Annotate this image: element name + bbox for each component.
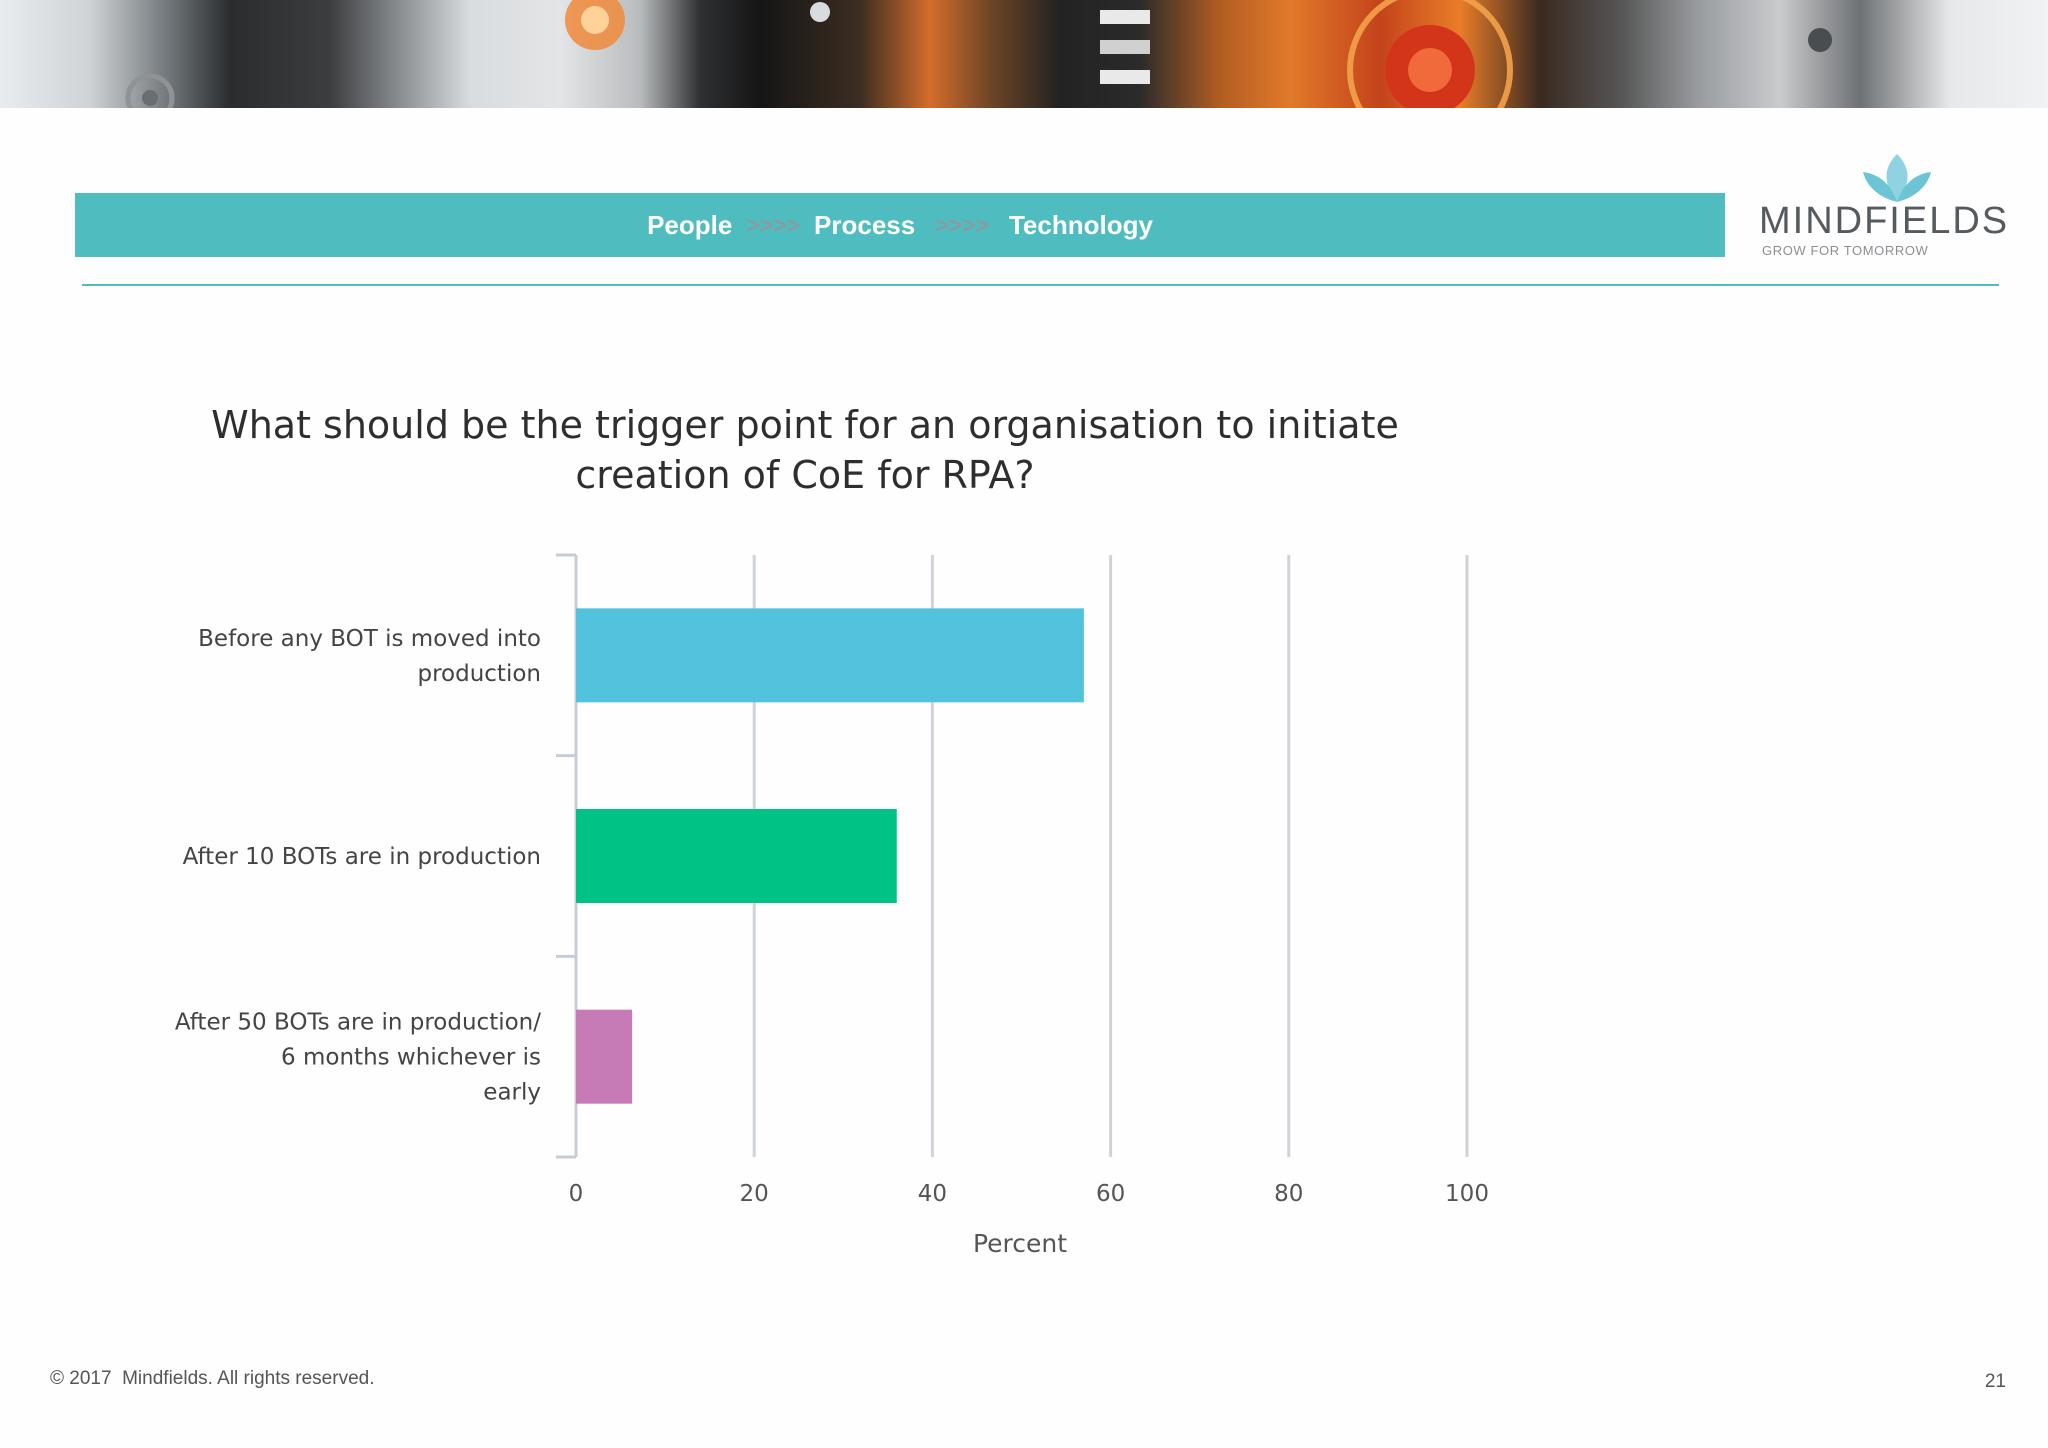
x-tick-label-100: 100: [1445, 1181, 1489, 1207]
category-label-line: production: [417, 661, 541, 687]
logo-wordmark: MINDFIELDS: [1759, 200, 2010, 242]
band-process: Process: [814, 209, 916, 240]
x-tick-label-60: 60: [1096, 1181, 1125, 1207]
category-label-2: After 10 BOTs are in production: [183, 844, 541, 870]
x-tick-label-0: 0: [569, 1181, 584, 1207]
lotus-icon: [1863, 154, 1931, 202]
category-label-3: After 50 BOTs are in production/6 months…: [175, 1010, 541, 1106]
x-tick-label-40: 40: [918, 1181, 947, 1207]
category-label-line: After 10 BOTs are in production: [183, 844, 541, 870]
robot-banner-art: [125, 0, 1832, 108]
people-process-technology-band: People >>>> Process >>>> Technology: [75, 193, 1725, 257]
band-technology: Technology: [1008, 209, 1153, 240]
header-banner-image: [0, 0, 2048, 108]
header-divider: [82, 284, 1999, 286]
band-arrows-2: >>>>: [935, 211, 989, 238]
category-label-line: 6 months whichever is: [281, 1045, 541, 1071]
footer-copyright: © 2017 Mindfields. All rights reserved.: [50, 1368, 375, 1389]
page-number: 21: [1984, 1371, 2006, 1392]
x-axis-title: Percent: [973, 1229, 1067, 1258]
category-label-1: Before any BOT is moved into production: [198, 626, 541, 687]
x-tick-label-20: 20: [740, 1181, 769, 1207]
band-people: People: [647, 209, 733, 240]
x-tick-label-80: 80: [1274, 1181, 1303, 1207]
category-label-line: early: [483, 1080, 541, 1106]
bar-2: [576, 809, 897, 903]
category-label-line: After 50 BOTs are in production/: [175, 1010, 541, 1036]
chart-title: What should be the trigger point for an …: [211, 403, 1399, 497]
bar-3: [576, 1009, 633, 1104]
mindfields-logo: MINDFIELDS GROW FOR TOMORROW: [1755, 150, 2015, 260]
band-arrows-1: >>>>: [746, 211, 801, 238]
logo-tagline: GROW FOR TOMORROW: [1762, 243, 1929, 258]
category-label-line: Before any BOT is moved into: [198, 626, 541, 652]
bar-1: [576, 608, 1084, 703]
